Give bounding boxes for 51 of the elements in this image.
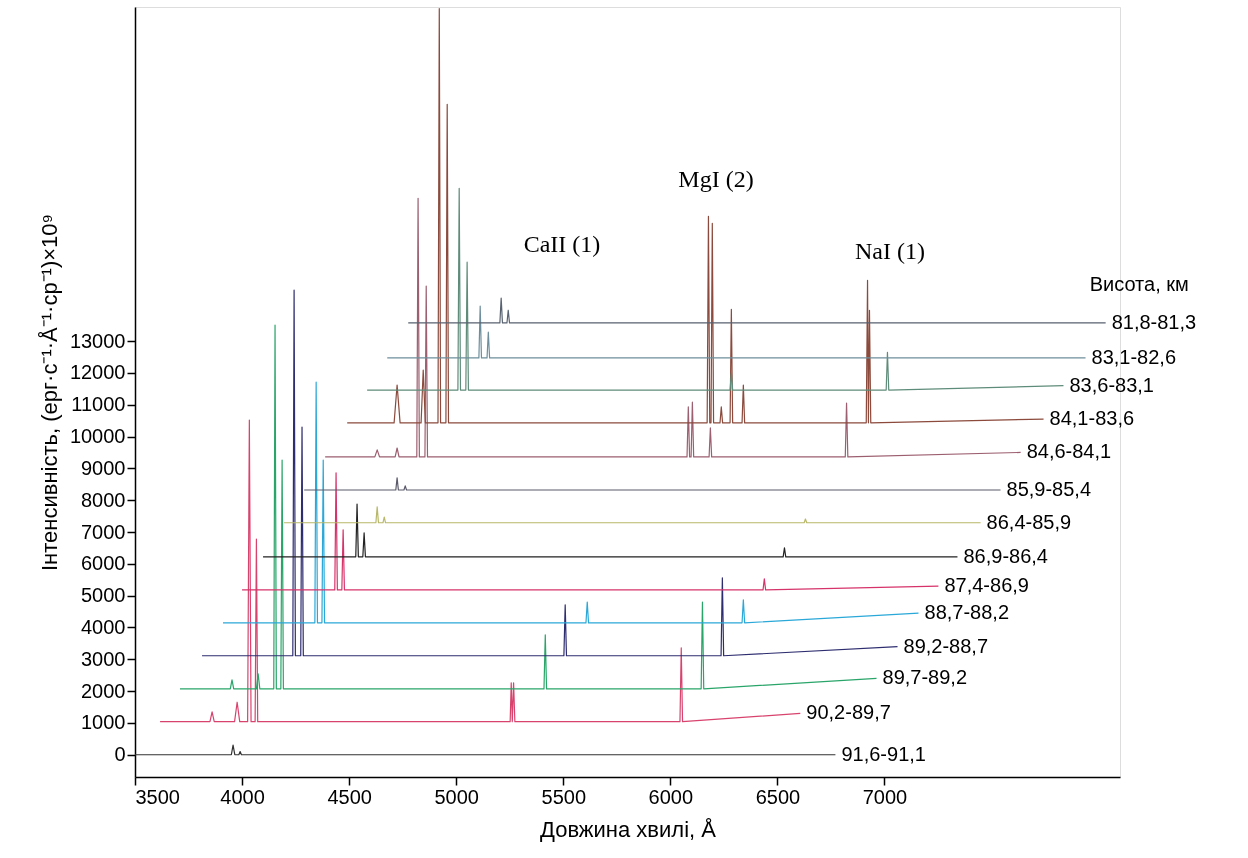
- line-series: [241, 472, 940, 591]
- x-tick-label: 6000: [648, 785, 694, 808]
- annotation: CaII (1): [523, 231, 601, 257]
- y-tick-label: 10000: [69, 425, 126, 448]
- series-label: 91,6-91,1: [841, 742, 926, 765]
- y-tick-label: 5000: [81, 584, 126, 607]
- line-series: [346, 7, 1045, 424]
- series-label: 85,9-85,4: [1006, 478, 1092, 500]
- series-label: 86,9-86,4: [963, 544, 1048, 567]
- y-tick-label: 4000: [81, 615, 126, 638]
- x-tick-label: 3500: [135, 785, 180, 808]
- series-label: 87,4-86,9: [944, 574, 1029, 597]
- line-series: [159, 419, 801, 723]
- y-tick-label: 2000: [81, 679, 126, 702]
- series-label: 84,6-84,1: [1026, 440, 1112, 463]
- x-tick-label: 6500: [755, 785, 801, 808]
- y-tick-label: 11000: [71, 393, 126, 416]
- y-tick-label: 7000: [81, 520, 126, 543]
- annotation: MgI (2): [678, 166, 754, 192]
- series-label: 89,2-88,7: [903, 634, 989, 657]
- line-series: [222, 381, 920, 624]
- series-label: 81,8-81,3: [1111, 310, 1197, 333]
- y-tick-label: 8000: [81, 488, 126, 511]
- line-series: [283, 506, 982, 524]
- y-axis-title: Інтенсивність, (ерг·с⁻¹·Å⁻¹·ср⁻¹)×10⁹: [36, 213, 62, 572]
- y-tick-label: 0: [114, 743, 126, 766]
- line-series: [179, 324, 878, 690]
- series-label: 83,1-82,6: [1091, 345, 1177, 368]
- y-tick-label: 12000: [69, 361, 126, 384]
- x-axis-title: Довжина хвилі, Å: [540, 816, 717, 842]
- annotation: NaI (1): [855, 238, 925, 264]
- series-label: 86,4-85,9: [986, 510, 1072, 533]
- legend-title: Висота, км: [1089, 272, 1189, 295]
- x-tick-label: 4500: [327, 785, 372, 808]
- line-series: [262, 503, 959, 558]
- y-tick-label: 13000: [69, 329, 126, 352]
- y-tick-label: 1000: [81, 711, 126, 734]
- y-tick-label: 3000: [81, 647, 126, 670]
- x-tick-label: 4000: [220, 785, 265, 808]
- line-series: [324, 197, 1022, 458]
- x-tick-label: 5500: [541, 785, 587, 808]
- y-tick-label: 6000: [81, 552, 126, 575]
- series-label: 89,7-89,2: [882, 666, 968, 689]
- y-tick-label: 9000: [81, 456, 126, 479]
- series-label: 88,7-88,2: [924, 601, 1010, 624]
- series-label: 84,1-83,6: [1049, 407, 1135, 430]
- series-label: 83,6-83,1: [1069, 373, 1154, 396]
- series-label: 90,2-89,7: [806, 701, 891, 724]
- line-series: [201, 289, 899, 657]
- x-tick-label: 5000: [434, 785, 479, 808]
- x-tick-label: 7000: [862, 785, 908, 808]
